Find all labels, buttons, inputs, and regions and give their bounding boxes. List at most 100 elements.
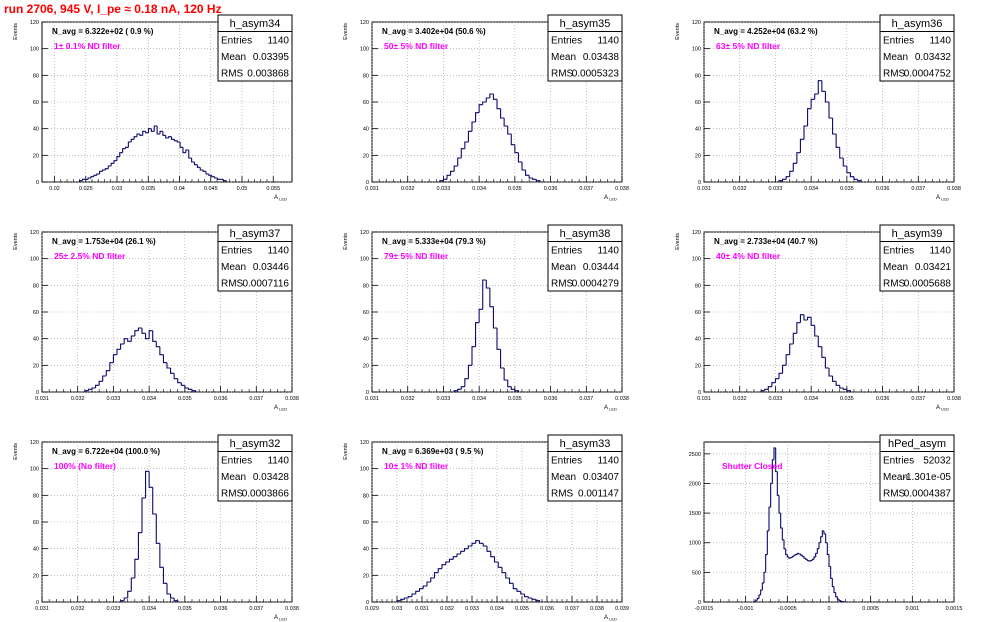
stats-value: 0.03395 — [253, 52, 290, 63]
histogram-bin — [430, 577, 435, 582]
histogram-bin — [185, 149, 189, 153]
y-axis-label: Events — [343, 443, 349, 460]
histogram-bin — [463, 548, 469, 552]
histogram-bin — [503, 368, 508, 381]
histogram-bin — [788, 556, 791, 559]
histogram-bin — [799, 314, 804, 323]
histogram-bin — [407, 596, 412, 598]
histogram-bin — [113, 160, 117, 164]
histogram-bin — [411, 593, 416, 597]
histogram-bin — [821, 346, 826, 358]
stats-box — [217, 224, 293, 292]
histogram-bin — [109, 362, 114, 371]
stats-value: 0.0005323 — [572, 69, 620, 80]
y-tick-label: 40 — [695, 337, 701, 343]
histogram-bin — [196, 164, 201, 168]
histogram-bin — [507, 126, 512, 135]
histogram-bin — [508, 578, 514, 584]
histogram-bin — [145, 131, 149, 134]
histogram-bin — [205, 171, 209, 175]
histogram-bin — [168, 136, 172, 138]
histogram-bin — [102, 375, 107, 382]
histogram-bin — [778, 372, 783, 379]
y-tick-label: 20 — [363, 573, 369, 579]
histogram-bin — [842, 158, 847, 167]
histogram-bin — [133, 136, 137, 140]
histogram-bin — [771, 382, 776, 387]
y-axis-label: Events — [675, 233, 681, 250]
stats-value: -1.301e-05 — [903, 472, 952, 483]
stats-key: Entries — [551, 246, 582, 257]
histogram-bin — [145, 470, 150, 498]
histogram-bin — [95, 384, 100, 388]
histogram-bin — [460, 148, 465, 158]
histogram-bin — [475, 322, 480, 347]
histogram-bin — [147, 128, 152, 133]
histogram-bin — [764, 388, 769, 391]
histogram-bin — [112, 354, 117, 363]
histogram-bin — [810, 98, 815, 109]
histogram-bin — [489, 288, 494, 308]
x-tick-label: 0.001 — [905, 606, 919, 612]
histogram-bin — [150, 128, 155, 132]
x-axis-label: A LED — [604, 405, 617, 412]
histogram-bin — [768, 506, 771, 531]
x-tick-label: 0.032 — [733, 396, 747, 402]
stats-key: RMS — [883, 489, 906, 500]
stats-box — [217, 434, 293, 502]
y-tick-label: 120 — [692, 230, 701, 236]
stats-value: 1140 — [597, 36, 619, 47]
histogram-bin — [173, 373, 178, 380]
stats-value: 1140 — [929, 246, 951, 257]
histogram-bin — [828, 102, 833, 119]
histogram-bin — [838, 599, 841, 602]
x-tick-label: 0.031 — [415, 606, 429, 612]
histogram-bin — [520, 591, 525, 595]
x-tick-label: -0.0005 — [778, 606, 797, 612]
x-tick-label: 0.033 — [769, 396, 783, 402]
histogram-bin — [134, 330, 139, 336]
histogram-bin — [789, 170, 794, 177]
histogram-bin — [87, 388, 92, 391]
histogram-bin — [801, 555, 804, 557]
histogram-bin — [753, 600, 756, 602]
histogram-bin — [127, 338, 132, 342]
histogram-bin — [792, 162, 797, 172]
histogram-bin — [448, 558, 454, 562]
x-tick-label: 0.031 — [365, 186, 379, 192]
y-tick-label: 40 — [363, 547, 369, 553]
stats-key: RMS — [551, 279, 574, 290]
histogram-panel: -0.0015 -0.001 -0.0005 0 0.0005 0.001 0.0015 0 5… — [689, 434, 962, 612]
histogram-bin — [456, 553, 461, 557]
stats-value: 1140 — [597, 456, 619, 467]
histogram-bin — [177, 378, 182, 384]
histogram-bin — [153, 125, 158, 132]
histogram-bin — [825, 533, 828, 544]
histogram-bin — [418, 588, 424, 592]
histogram-bin — [496, 99, 501, 110]
histogram-bin — [127, 590, 132, 598]
histogram-bin — [99, 170, 103, 174]
stats-value: 0.03428 — [253, 472, 290, 483]
histogram-bin — [755, 599, 758, 602]
stats-value: 1140 — [267, 456, 289, 467]
histogram-bin — [782, 364, 787, 374]
histogram-bin — [422, 585, 427, 589]
histogram-bin — [496, 328, 501, 350]
n-avg-label: N_avg = 6.369e+03 ( 9.5 %) — [382, 447, 484, 456]
histogram-bin — [130, 335, 135, 342]
histogram-name: h_asym36 — [892, 18, 943, 30]
y-tick-label: 40 — [695, 127, 701, 133]
x-tick-label: 0.033 — [437, 396, 451, 402]
x-tick-label: -0.0015 — [695, 606, 714, 612]
histogram-bin — [148, 330, 153, 339]
x-tick-label: 0.045 — [204, 186, 218, 192]
histogram-bin — [191, 389, 197, 392]
x-tick-label: 0 — [827, 606, 830, 612]
histogram-bin — [457, 157, 462, 166]
x-tick-label: 0.036 — [214, 396, 228, 402]
n-avg-label: N_avg = 5.333e+04 (79.3 %) — [382, 237, 486, 246]
histogram-bin — [120, 600, 125, 602]
y-tick-label: 40 — [363, 127, 369, 133]
filter-label: 40± 4% ND filter — [716, 251, 781, 261]
